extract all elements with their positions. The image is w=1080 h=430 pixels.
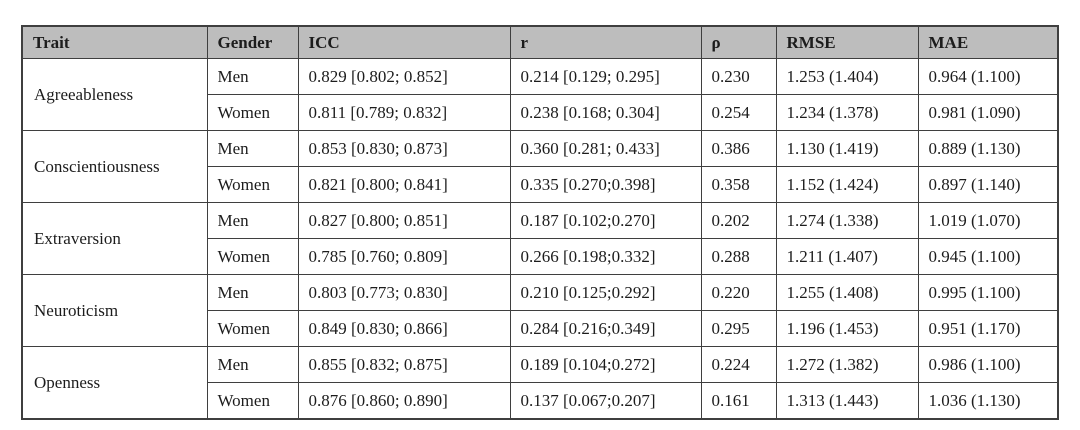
icc-cell: 0.876 [0.860; 0.890]: [297, 382, 511, 420]
mae-cell: 0.889 (1.130): [917, 130, 1059, 167]
rmse-cell: 1.255 (1.408): [775, 274, 919, 311]
table-row: Women 0.821 [0.800; 0.841] 0.335 [0.270;0.…: [22, 166, 1059, 203]
icc-cell: 0.803 [0.773; 0.830]: [297, 274, 511, 311]
mae-cell: 0.986 (1.100): [917, 346, 1059, 383]
trait-cell: Conscientiousness: [21, 130, 208, 203]
rmse-cell: 1.211 (1.407): [775, 238, 919, 275]
icc-cell: 0.853 [0.830; 0.873]: [297, 130, 511, 167]
mae-cell: 0.897 (1.140): [917, 166, 1059, 203]
rho-cell: 0.202: [700, 202, 777, 239]
table-row: Conscientiousness Men 0.853 [0.830; 0.873]…: [21, 130, 1059, 203]
r-cell: 0.360 [0.281; 0.433]: [509, 130, 702, 167]
r-cell: 0.284 [0.216;0.349]: [509, 310, 702, 347]
trait-cell: Neuroticism: [21, 274, 208, 347]
gender-cell: Men: [206, 346, 299, 383]
column-header-gender: Gender: [206, 25, 299, 59]
rmse-cell: 1.272 (1.382): [775, 346, 919, 383]
r-cell: 0.189 [0.104;0.272]: [509, 346, 702, 383]
rho-cell: 0.386: [700, 130, 777, 167]
icc-cell: 0.855 [0.832; 0.875]: [297, 346, 511, 383]
mae-cell: 0.945 (1.100): [917, 238, 1059, 275]
column-header-rmse: RMSE: [775, 25, 919, 59]
rho-cell: 0.295: [700, 310, 777, 347]
mae-cell: 0.995 (1.100): [917, 274, 1059, 311]
column-header-r: r: [509, 25, 702, 59]
gender-cell: Women: [206, 238, 299, 275]
r-cell: 0.238 [0.168; 0.304]: [509, 94, 702, 131]
table-body: Agreeableness Men 0.829 [0.802; 0.852] 0.21…: [21, 58, 1059, 420]
stats-table-container: Trait Gender ICC r ρ RMSE MAE Agreeablen…: [21, 25, 1059, 420]
icc-cell: 0.811 [0.789; 0.832]: [297, 94, 511, 131]
gender-cell: Men: [206, 130, 299, 167]
icc-cell: 0.821 [0.800; 0.841]: [297, 166, 511, 203]
table-row: Women 0.876 [0.860; 0.890] 0.137 [0.067;0.…: [22, 382, 1059, 420]
mae-cell: 1.036 (1.130): [917, 382, 1059, 420]
rmse-cell: 1.313 (1.443): [775, 382, 919, 420]
rmse-cell: 1.130 (1.419): [775, 130, 919, 167]
rmse-cell: 1.152 (1.424): [775, 166, 919, 203]
icc-cell: 0.785 [0.760; 0.809]: [297, 238, 511, 275]
icc-cell: 0.849 [0.830; 0.866]: [297, 310, 511, 347]
rho-cell: 0.288: [700, 238, 777, 275]
table-row: Women 0.849 [0.830; 0.866] 0.284 [0.216;0.…: [22, 310, 1059, 347]
r-cell: 0.266 [0.198;0.332]: [509, 238, 702, 275]
column-header-icc: ICC: [297, 25, 511, 59]
gender-cell: Men: [206, 202, 299, 239]
trait-cell: Agreeableness: [21, 58, 208, 131]
column-header-rho: ρ: [700, 25, 777, 59]
r-cell: 0.137 [0.067;0.207]: [509, 382, 702, 420]
mae-cell: 0.951 (1.170): [917, 310, 1059, 347]
gender-cell: Men: [206, 274, 299, 311]
trait-cell: Openness: [21, 346, 208, 420]
table-row: Women 0.811 [0.789; 0.832] 0.238 [0.168; 0…: [22, 94, 1059, 131]
rmse-cell: 1.234 (1.378): [775, 94, 919, 131]
gender-cell: Women: [206, 94, 299, 131]
table-row: Agreeableness Men 0.829 [0.802; 0.852] 0.21…: [21, 58, 1059, 131]
rho-cell: 0.230: [700, 58, 777, 95]
gender-cell: Men: [206, 58, 299, 95]
mae-cell: 0.981 (1.090): [917, 94, 1059, 131]
rho-cell: 0.161: [700, 382, 777, 420]
icc-cell: 0.827 [0.800; 0.851]: [297, 202, 511, 239]
rho-cell: 0.224: [700, 346, 777, 383]
header-row: Trait Gender ICC r ρ RMSE MAE: [21, 25, 1059, 59]
rho-cell: 0.358: [700, 166, 777, 203]
table-row: Openness Men 0.855 [0.832; 0.875] 0.189 [0.…: [21, 346, 1059, 420]
rho-cell: 0.220: [700, 274, 777, 311]
column-header-mae: MAE: [917, 25, 1059, 59]
rmse-cell: 1.196 (1.453): [775, 310, 919, 347]
gender-cell: Women: [206, 310, 299, 347]
r-cell: 0.187 [0.102;0.270]: [509, 202, 702, 239]
table-row: Neuroticism Men 0.803 [0.773; 0.830] 0.210 …: [21, 274, 1059, 347]
table-row: Extraversion Men 0.827 [0.800; 0.851] 0.187…: [21, 202, 1059, 275]
column-header-trait: Trait: [21, 25, 208, 59]
mae-cell: 1.019 (1.070): [917, 202, 1059, 239]
gender-cell: Women: [206, 166, 299, 203]
mae-cell: 0.964 (1.100): [917, 58, 1059, 95]
table-row: Women 0.785 [0.760; 0.809] 0.266 [0.198;0.…: [22, 238, 1059, 275]
gender-cell: Women: [206, 382, 299, 420]
rho-cell: 0.254: [700, 94, 777, 131]
r-cell: 0.335 [0.270;0.398]: [509, 166, 702, 203]
rmse-cell: 1.274 (1.338): [775, 202, 919, 239]
trait-gender-stats-table: Trait Gender ICC r ρ RMSE MAE Agreeablen…: [21, 25, 1059, 420]
trait-cell: Extraversion: [21, 202, 208, 275]
rmse-cell: 1.253 (1.404): [775, 58, 919, 95]
icc-cell: 0.829 [0.802; 0.852]: [297, 58, 511, 95]
r-cell: 0.210 [0.125;0.292]: [509, 274, 702, 311]
r-cell: 0.214 [0.129; 0.295]: [509, 58, 702, 95]
table-header: Trait Gender ICC r ρ RMSE MAE: [21, 25, 1059, 59]
